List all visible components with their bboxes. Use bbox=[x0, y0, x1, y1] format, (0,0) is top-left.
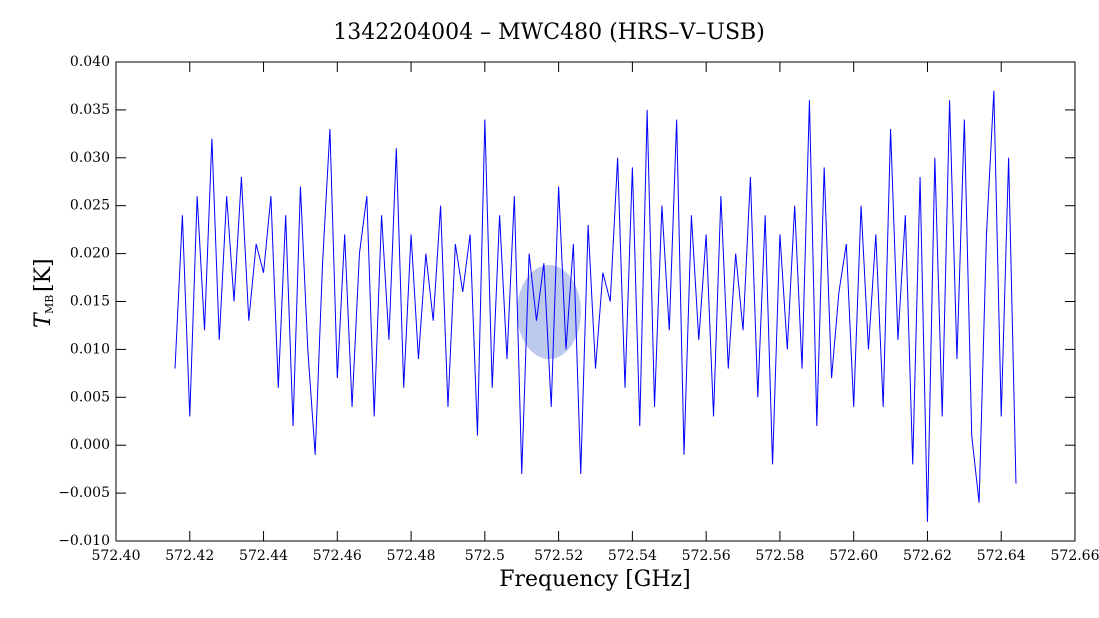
x-tick-label: 572.40 bbox=[92, 548, 141, 564]
y-tick-label: 0.040 bbox=[70, 54, 110, 70]
x-tick-label: 572.62 bbox=[903, 548, 952, 564]
y-tick-label: 0.035 bbox=[70, 102, 110, 118]
x-tick-label: 572.5 bbox=[465, 548, 505, 564]
y-label-symbol: T bbox=[31, 311, 56, 328]
y-tick-label: −0.010 bbox=[58, 533, 110, 549]
y-label-subscript: MB bbox=[43, 295, 56, 314]
x-tick-label: 572.46 bbox=[313, 548, 362, 564]
x-tick-label: 572.42 bbox=[165, 548, 214, 564]
x-tick-label: 572.52 bbox=[534, 548, 583, 564]
x-tick-label: 572.44 bbox=[239, 548, 288, 564]
y-axis-label: T MB [K] bbox=[31, 258, 56, 328]
x-tick-label: 572.54 bbox=[608, 548, 657, 564]
x-tick-label: 572.58 bbox=[755, 548, 804, 564]
y-label-unit: [K] bbox=[31, 258, 56, 292]
x-tick-label: 572.48 bbox=[387, 548, 436, 564]
chart-title: 1342204004 – MWC480 (HRS–V–USB) bbox=[333, 20, 765, 45]
x-tick-label: 572.64 bbox=[977, 548, 1026, 564]
y-tick-label: 0.000 bbox=[70, 437, 110, 453]
y-tick-label: 0.025 bbox=[70, 198, 110, 214]
x-tick-label: 572.60 bbox=[829, 548, 878, 564]
y-tick-label: 0.005 bbox=[70, 389, 110, 405]
y-tick-label: 0.010 bbox=[70, 341, 110, 357]
y-tick-label: 0.030 bbox=[70, 150, 110, 166]
x-tick-label: 572.56 bbox=[682, 548, 731, 564]
x-axis-label: Frequency [GHz] bbox=[499, 567, 691, 592]
plot-frame bbox=[115, 61, 1076, 542]
y-tick-label: −0.005 bbox=[58, 485, 110, 501]
y-tick-label: 0.015 bbox=[70, 294, 110, 310]
y-tick-label: 0.020 bbox=[70, 246, 110, 262]
spectrum-line bbox=[174, 90, 1017, 522]
x-tick-label: 572.66 bbox=[1051, 548, 1099, 564]
